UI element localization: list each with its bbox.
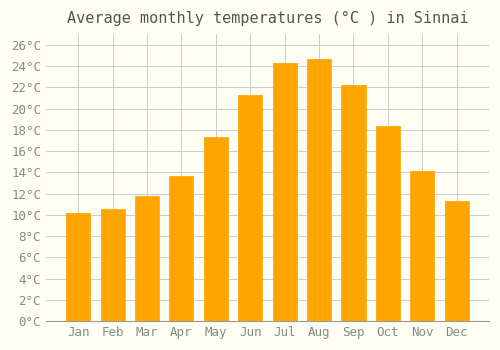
Bar bbox=[238, 95, 262, 321]
Bar bbox=[308, 59, 331, 321]
Bar bbox=[204, 137, 228, 321]
Bar bbox=[101, 210, 124, 321]
Bar bbox=[238, 95, 262, 321]
Bar bbox=[445, 201, 468, 321]
Bar bbox=[410, 171, 434, 321]
Bar bbox=[444, 201, 469, 321]
Bar bbox=[66, 213, 90, 321]
Bar bbox=[204, 137, 228, 321]
Bar bbox=[273, 63, 296, 321]
Bar bbox=[100, 210, 124, 321]
Bar bbox=[170, 175, 194, 321]
Bar bbox=[376, 126, 400, 321]
Bar bbox=[376, 126, 400, 321]
Bar bbox=[307, 59, 331, 321]
Bar bbox=[135, 196, 159, 321]
Title: Average monthly temperatures (°C ) in Sinnai: Average monthly temperatures (°C ) in Si… bbox=[66, 11, 468, 26]
Bar bbox=[342, 85, 365, 321]
Bar bbox=[342, 85, 365, 321]
Bar bbox=[410, 171, 434, 321]
Bar bbox=[66, 213, 90, 321]
Bar bbox=[136, 196, 158, 321]
Bar bbox=[170, 175, 193, 321]
Bar bbox=[272, 63, 296, 321]
